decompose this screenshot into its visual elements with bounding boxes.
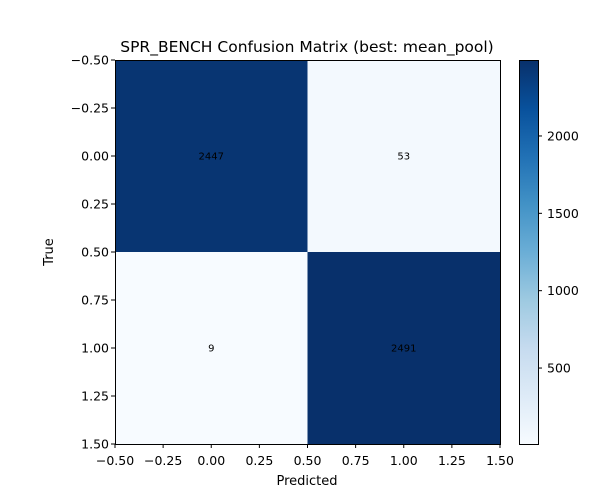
x-tick-label: −0.25 <box>144 453 182 468</box>
y-axis-label: True <box>42 238 57 267</box>
colorbar-ticks: 500 1000 1500 2000 <box>538 128 579 376</box>
cell-value-label-0-0: 2447 <box>199 152 224 163</box>
cell-value-label-1-0: 9 <box>208 344 214 355</box>
x-tick-label: 0.25 <box>245 453 273 468</box>
y-tick-label: 0.25 <box>81 197 109 212</box>
y-tick-label: 1.50 <box>81 437 109 452</box>
x-tick-label: 0.50 <box>294 453 322 468</box>
heatmap-cell-0-1 <box>307 60 500 252</box>
cell-value-label-1-1: 2491 <box>391 344 416 355</box>
colorbar-tick-label: 1000 <box>547 283 579 298</box>
heatmap-cells <box>115 60 500 444</box>
x-tick-label: 1.25 <box>438 453 466 468</box>
heatmap-cell-labels: 2447 53 9 2491 <box>199 152 417 355</box>
heatmap-cell-0-0 <box>115 60 308 252</box>
heatmap-cell-1-1 <box>307 252 500 444</box>
x-tick-label: 1.00 <box>390 453 418 468</box>
cell-value-label-0-1: 53 <box>397 152 410 163</box>
y-tick-label: 0.75 <box>81 293 109 308</box>
y-axis-ticks: −0.50 −0.25 0.00 0.25 0.50 0.75 1.00 1.25 1.50 <box>71 53 115 452</box>
colorbar-tick-label: 1500 <box>547 206 579 221</box>
heatmap-cell-1-0 <box>115 252 308 444</box>
y-tick-label: −0.50 <box>71 53 109 68</box>
x-tick-label: −0.50 <box>96 453 134 468</box>
y-tick-label: 1.00 <box>81 341 109 356</box>
colorbar-tick-label: 2000 <box>547 128 579 143</box>
chart-title: SPR_BENCH Confusion Matrix (best: mean_p… <box>120 38 493 57</box>
x-tick-label: 0.75 <box>342 453 370 468</box>
colorbar-tick-label: 500 <box>547 361 571 376</box>
y-tick-label: −0.25 <box>71 101 109 116</box>
y-tick-label: 1.25 <box>81 389 109 404</box>
y-tick-label: 0.50 <box>81 245 109 260</box>
x-axis-label: Predicted <box>276 474 337 489</box>
colorbar <box>519 60 539 445</box>
x-tick-label: 1.50 <box>486 453 514 468</box>
x-tick-label: 0.00 <box>197 453 225 468</box>
y-tick-label: 0.00 <box>81 149 109 164</box>
x-axis-ticks: −0.50 −0.25 0.00 0.25 0.50 0.75 1.00 1.25 1.50 <box>96 444 514 468</box>
